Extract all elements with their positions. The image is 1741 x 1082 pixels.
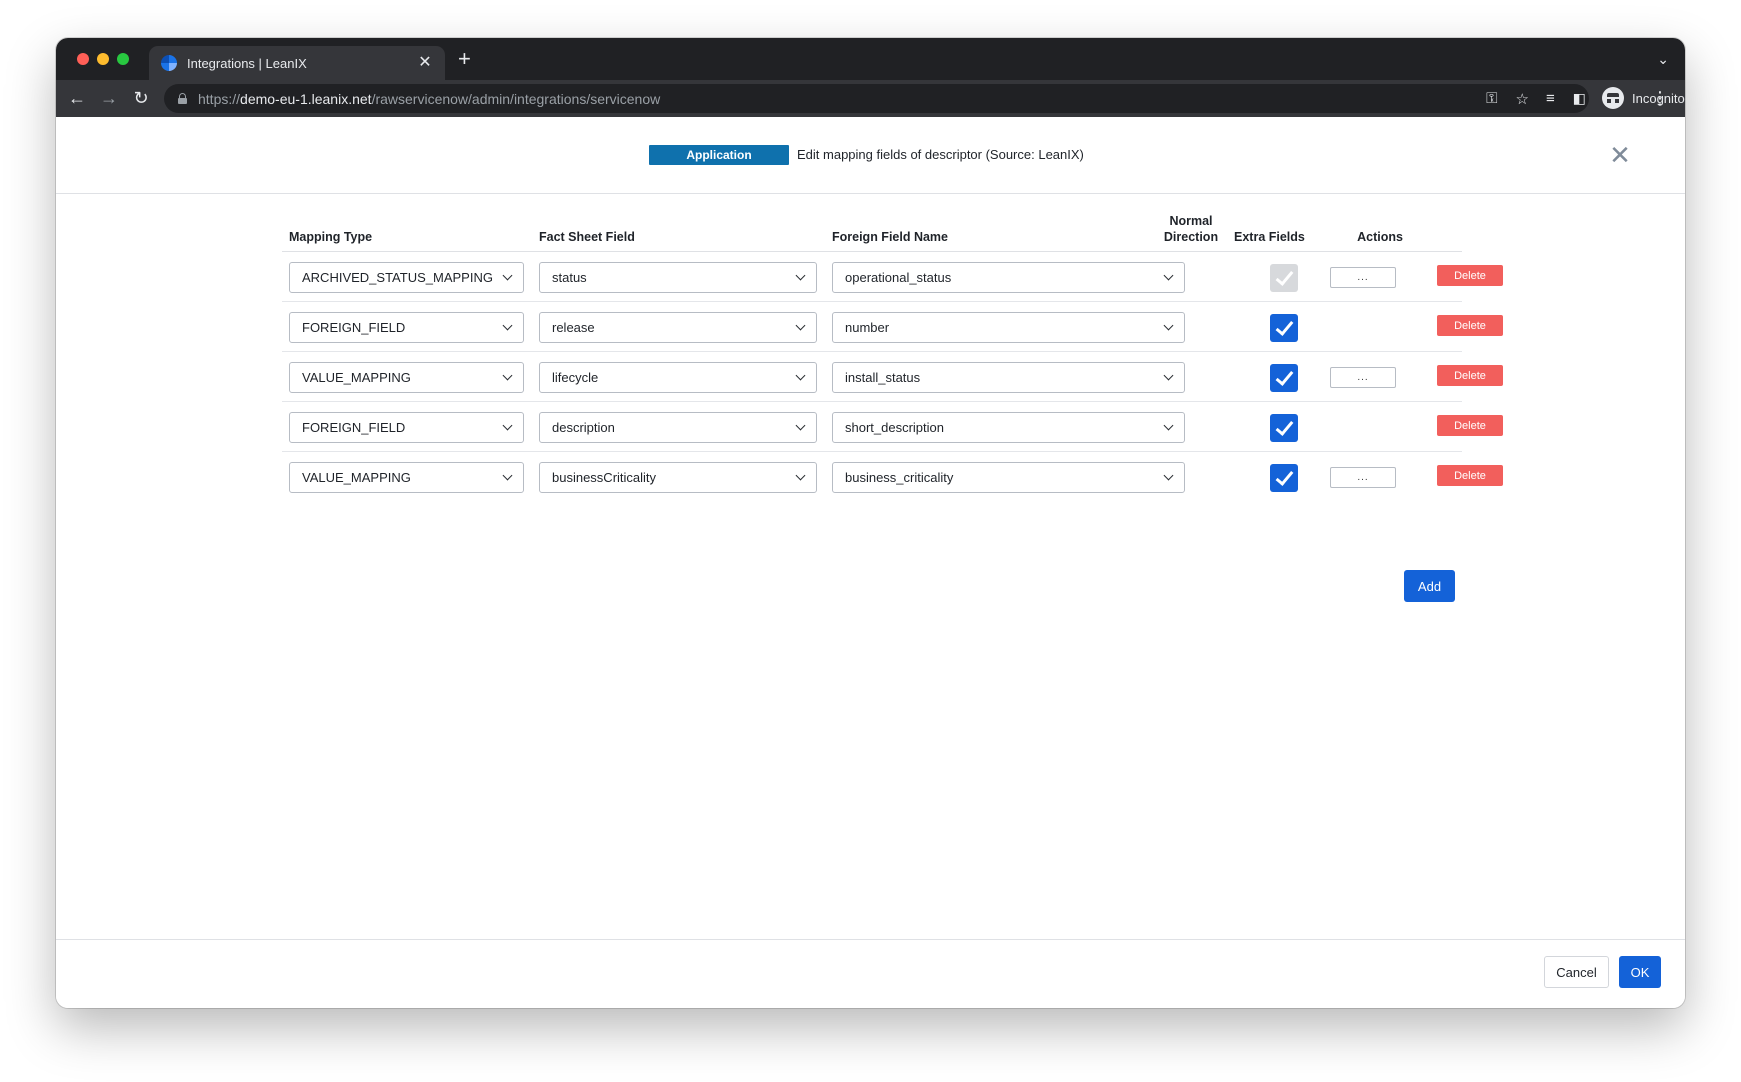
chevron-down-icon: [502, 370, 513, 381]
reading-list-icon[interactable]: ≡: [1546, 89, 1555, 107]
foreign-field-select[interactable]: business_criticality: [832, 462, 1185, 493]
reload-icon[interactable]: ↻: [133, 88, 149, 108]
fact-sheet-field-select[interactable]: status: [539, 262, 817, 293]
close-icon[interactable]: ✕: [1609, 140, 1631, 170]
header-extra-fields: Extra Fields: [1234, 230, 1305, 244]
star-icon[interactable]: ☆: [1515, 90, 1529, 108]
normal-direction-checkbox[interactable]: [1270, 314, 1298, 342]
mapping-type-select[interactable]: FOREIGN_FIELD: [289, 312, 524, 343]
header-actions: Actions: [1357, 230, 1403, 244]
back-arrow-icon[interactable]: ←: [68, 88, 86, 108]
foreign-field-select[interactable]: operational_status: [832, 262, 1185, 293]
tab-bar: Integrations | LeanIX ✕ + ⌄: [56, 38, 1685, 80]
browser-toolbar: ← → ↻ https://demo-eu-1.leanix.net/rawse…: [56, 80, 1685, 117]
delete-button[interactable]: Delete: [1437, 415, 1503, 436]
normal-direction-checkbox: [1270, 264, 1298, 292]
extra-fields-button[interactable]: ...: [1330, 467, 1396, 488]
incognito-profile[interactable]: ≡ ◧ Incognito: [1546, 84, 1685, 112]
mapping-type-select[interactable]: FOREIGN_FIELD: [289, 412, 524, 443]
mapping-type-select[interactable]: ARCHIVED_STATUS_MAPPING: [289, 262, 524, 293]
header-foreign-field-name: Foreign Field Name: [832, 230, 948, 244]
chevron-down-icon: [795, 320, 806, 331]
delete-button[interactable]: Delete: [1437, 265, 1503, 286]
header-normal-direction: Normal Direction: [1163, 214, 1219, 244]
mapping-type-select[interactable]: VALUE_MAPPING: [289, 362, 524, 393]
profile-label: Incognito: [1632, 90, 1685, 106]
foreign-field-select[interactable]: install_status: [832, 362, 1185, 393]
table-row: ARCHIVED_STATUS_MAPPING status operational…: [282, 252, 1503, 302]
normal-direction-checkbox[interactable]: [1270, 364, 1298, 392]
chevron-down-icon: [502, 420, 513, 431]
new-tab-button[interactable]: +: [458, 46, 471, 71]
normal-direction-checkbox[interactable]: [1270, 414, 1298, 442]
dialog-header: Application Edit mapping fields of descr…: [56, 117, 1685, 194]
forward-arrow-icon[interactable]: →: [100, 88, 118, 108]
fact-sheet-field-select[interactable]: description: [539, 412, 817, 443]
chevron-down-icon: [795, 470, 806, 481]
chevron-down-icon: [795, 420, 806, 431]
browser-window: Integrations | LeanIX ✕ + ⌄ ← → ↻ https:…: [56, 38, 1685, 1008]
lock-icon[interactable]: [178, 93, 187, 104]
browser-tab[interactable]: Integrations | LeanIX ✕: [149, 46, 445, 80]
check-icon: [1275, 266, 1293, 286]
extra-fields-button[interactable]: ...: [1330, 367, 1396, 388]
check-icon: [1275, 466, 1293, 486]
check-icon: [1275, 316, 1293, 336]
side-panel-icon[interactable]: ◧: [1572, 89, 1586, 106]
check-icon: [1275, 366, 1293, 386]
url-text[interactable]: https://demo-eu-1.leanix.net/rawservicen…: [198, 90, 661, 107]
chevron-down-icon: [1163, 470, 1174, 481]
mapping-type-select[interactable]: VALUE_MAPPING: [289, 462, 524, 493]
fact-sheet-field-select[interactable]: lifecycle: [539, 362, 817, 393]
check-icon: [1275, 416, 1293, 436]
foreign-field-select[interactable]: short_description: [832, 412, 1185, 443]
tab-close-icon[interactable]: ✕: [418, 54, 432, 71]
tab-title: Integrations | LeanIX: [187, 55, 307, 71]
table-row: FOREIGN_FIELD description short_descriptio…: [282, 402, 1503, 452]
delete-button[interactable]: Delete: [1437, 315, 1503, 336]
close-window-button[interactable]: [77, 53, 89, 65]
chevron-down-icon: [795, 370, 806, 381]
foreign-field-select[interactable]: number: [832, 312, 1185, 343]
tab-search-chevron-icon[interactable]: ⌄: [1657, 51, 1669, 67]
incognito-icon: [1602, 87, 1624, 109]
chevron-down-icon: [502, 270, 513, 281]
ok-button[interactable]: OK: [1619, 956, 1661, 988]
table-row: VALUE_MAPPING businessCriticality business…: [282, 452, 1503, 502]
key-icon[interactable]: ⚿: [1486, 90, 1498, 107]
normal-direction-checkbox[interactable]: [1270, 464, 1298, 492]
delete-button[interactable]: Delete: [1437, 465, 1503, 486]
dialog-footer: Cancel OK: [56, 939, 1685, 1008]
cancel-button[interactable]: Cancel: [1544, 956, 1609, 988]
address-bar-actions: ⚿ ☆: [1486, 84, 1529, 113]
kebab-menu-icon[interactable]: ⋮: [1651, 88, 1669, 108]
fact-sheet-field-select[interactable]: businessCriticality: [539, 462, 817, 493]
maximize-window-button[interactable]: [117, 53, 129, 65]
chevron-down-icon: [1163, 420, 1174, 431]
chevron-down-icon: [502, 320, 513, 331]
chevron-down-icon: [1163, 320, 1174, 331]
table-header: Mapping Type Fact Sheet Field Foreign Fi…: [282, 214, 1462, 252]
fact-sheet-field-select[interactable]: release: [539, 312, 817, 343]
header-mapping-type: Mapping Type: [289, 230, 373, 244]
minimize-window-button[interactable]: [97, 53, 109, 65]
mapping-table: Mapping Type Fact Sheet Field Foreign Fi…: [282, 214, 1503, 502]
chevron-down-icon: [502, 470, 513, 481]
chevron-down-icon: [1163, 270, 1174, 281]
table-body: ARCHIVED_STATUS_MAPPING status operational…: [282, 252, 1503, 502]
add-mapping-button[interactable]: Add: [1404, 570, 1455, 602]
dialog-title: Edit mapping fields of descriptor (Sourc…: [797, 147, 1084, 162]
delete-button[interactable]: Delete: [1437, 365, 1503, 386]
table-row: VALUE_MAPPING lifecycle install_status... D…: [282, 352, 1503, 402]
page-content: Application Edit mapping fields of descr…: [56, 117, 1685, 1008]
chevron-down-icon: [795, 270, 806, 281]
extra-fields-button[interactable]: ...: [1330, 267, 1396, 288]
header-fact-sheet-field: Fact Sheet Field: [539, 230, 635, 244]
table-row: FOREIGN_FIELD release number Delete: [282, 302, 1503, 352]
fact-sheet-type-badge: Application: [649, 145, 789, 165]
leanix-favicon-icon: [161, 55, 177, 71]
address-bar[interactable]: https://demo-eu-1.leanix.net/rawservicen…: [164, 84, 1589, 113]
chevron-down-icon: [1163, 370, 1174, 381]
